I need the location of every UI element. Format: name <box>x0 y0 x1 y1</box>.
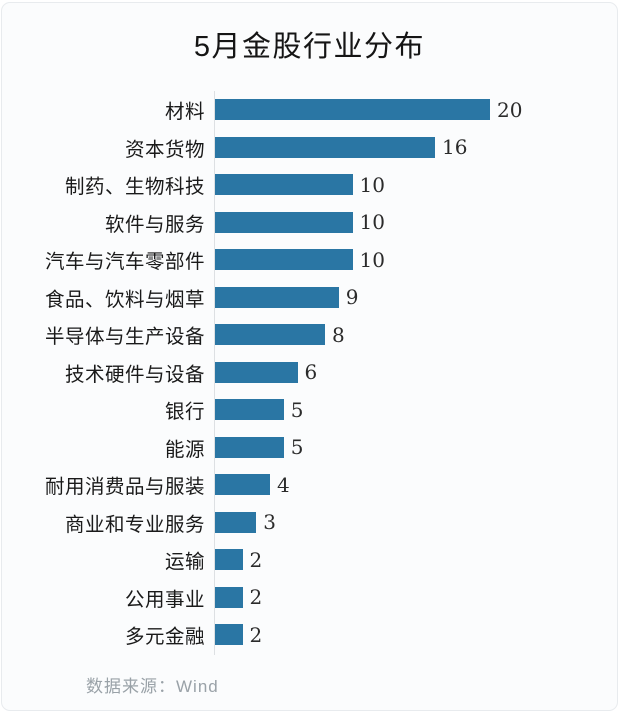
value-label: 10 <box>359 172 385 197</box>
bar <box>215 586 243 608</box>
value-label: 2 <box>249 622 263 647</box>
bar-row: 汽车与汽车零部件 10 <box>2 241 617 279</box>
bar-row: 多元金融 2 <box>2 616 617 654</box>
bar-row: 技术硬件与设备 6 <box>2 354 617 392</box>
bar-row: 制药、生物科技 10 <box>2 166 617 204</box>
category-label: 汽车与汽车零部件 <box>44 251 205 274</box>
bar <box>215 511 257 533</box>
bar-area: 4 <box>215 473 617 497</box>
bar-row: 食品、饮料与烟草 9 <box>2 279 617 317</box>
category-label: 耐用消费品与服装 <box>44 476 205 499</box>
chart-title: 5月金股行业分布 <box>193 31 426 63</box>
value-label: 6 <box>304 360 318 385</box>
bar <box>215 324 325 346</box>
bar <box>215 549 243 571</box>
bar-rows: 材料 20 资本货物 16 制药、生物科技 10 软件与服务 10 汽车与汽车零… <box>2 91 617 654</box>
bar-area: 5 <box>215 435 617 459</box>
category-label: 多元金融 <box>124 626 205 649</box>
category-label: 技术硬件与设备 <box>64 363 205 386</box>
bar-row: 材料 20 <box>2 91 617 129</box>
bar-row: 耐用消费品与服装 4 <box>2 466 617 504</box>
bar-row: 资本货物 16 <box>2 129 617 167</box>
bar-area: 6 <box>215 360 617 384</box>
bar-area: 9 <box>215 285 617 309</box>
bar-area: 2 <box>215 585 617 609</box>
bar-row: 商业和专业服务 3 <box>2 504 617 542</box>
bar-area: 2 <box>215 623 617 647</box>
bar <box>215 361 298 383</box>
data-source-note: 数据来源：Wind <box>86 677 219 696</box>
bar <box>215 286 339 308</box>
bar <box>215 174 353 196</box>
bar <box>215 436 284 458</box>
y-axis-line <box>214 91 215 655</box>
value-label: 16 <box>442 135 468 160</box>
bar-row: 半导体与生产设备 8 <box>2 316 617 354</box>
bar <box>215 399 284 421</box>
bar <box>215 624 243 646</box>
bar-area: 8 <box>215 323 617 347</box>
value-label: 9 <box>345 285 359 310</box>
category-label: 银行 <box>164 401 205 424</box>
value-label: 3 <box>263 510 276 535</box>
bar <box>215 99 490 121</box>
bar-row: 银行 5 <box>2 391 617 429</box>
category-label: 资本货物 <box>124 138 205 161</box>
value-label: 2 <box>249 547 263 572</box>
bar-row: 运输 2 <box>2 541 617 579</box>
value-label: 5 <box>290 435 304 460</box>
category-label: 材料 <box>164 101 205 124</box>
bar <box>215 474 270 496</box>
category-label: 能源 <box>164 438 205 461</box>
category-label: 食品、饮料与烟草 <box>44 288 205 311</box>
category-label: 制药、生物科技 <box>64 176 205 199</box>
bar-area: 10 <box>215 210 617 234</box>
value-label: 2 <box>249 585 263 610</box>
category-label: 半导体与生产设备 <box>44 326 205 349</box>
bar-row: 公用事业 2 <box>2 579 617 617</box>
value-label: 8 <box>332 322 345 347</box>
bar-area: 5 <box>215 398 617 422</box>
bar <box>215 211 353 233</box>
bar-area: 3 <box>215 510 617 534</box>
bar-row: 能源 5 <box>2 429 617 467</box>
bar-area: 2 <box>215 548 617 572</box>
category-label: 商业和专业服务 <box>64 513 205 536</box>
value-label: 5 <box>290 397 304 422</box>
bar-area: 16 <box>215 135 617 159</box>
bar-area: 20 <box>215 98 617 122</box>
bar-area: 10 <box>215 248 617 272</box>
value-label: 10 <box>359 247 385 272</box>
value-label: 20 <box>497 97 523 122</box>
bar-chart: 材料 20 资本货物 16 制药、生物科技 10 软件与服务 10 汽车与汽车零… <box>2 91 617 657</box>
bar <box>215 249 353 271</box>
value-label: 10 <box>359 210 385 235</box>
value-label: 4 <box>277 472 290 497</box>
bar-area: 10 <box>215 173 617 197</box>
bar-row: 软件与服务 10 <box>2 204 617 242</box>
category-label: 公用事业 <box>124 588 205 611</box>
category-label: 运输 <box>164 551 205 574</box>
bar <box>215 136 435 158</box>
category-label: 软件与服务 <box>104 213 205 236</box>
